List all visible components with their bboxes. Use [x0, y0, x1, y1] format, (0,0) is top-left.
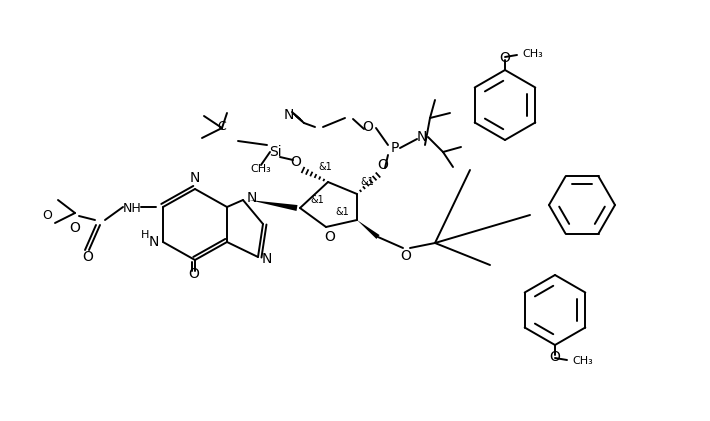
Text: O: O — [82, 250, 94, 264]
Text: CH₃: CH₃ — [522, 49, 542, 59]
Text: P: P — [391, 141, 399, 155]
Text: CH₃: CH₃ — [572, 356, 593, 366]
Polygon shape — [249, 200, 297, 211]
Text: O: O — [400, 249, 411, 263]
Text: NH: NH — [123, 202, 141, 215]
Text: N: N — [190, 171, 200, 185]
Text: O: O — [550, 350, 560, 364]
Text: O: O — [324, 230, 335, 244]
Text: &1: &1 — [318, 162, 332, 172]
Text: O: O — [378, 158, 388, 172]
Text: H: H — [141, 230, 149, 240]
Text: O: O — [500, 51, 510, 65]
Polygon shape — [357, 220, 380, 239]
Text: O: O — [189, 267, 200, 281]
Text: N: N — [284, 108, 294, 122]
Text: O: O — [363, 120, 373, 134]
Text: Si: Si — [268, 145, 281, 159]
Text: N: N — [417, 130, 427, 144]
Text: CH₃: CH₃ — [251, 164, 271, 174]
Text: &1: &1 — [335, 207, 349, 217]
Text: &1: &1 — [360, 177, 374, 187]
Text: O: O — [290, 155, 302, 169]
Text: O: O — [70, 221, 80, 235]
Text: N: N — [149, 235, 159, 249]
Text: O: O — [42, 208, 52, 221]
Text: C: C — [218, 120, 226, 133]
Text: &1: &1 — [310, 195, 324, 205]
Text: N: N — [247, 191, 257, 205]
Text: N: N — [262, 252, 272, 266]
